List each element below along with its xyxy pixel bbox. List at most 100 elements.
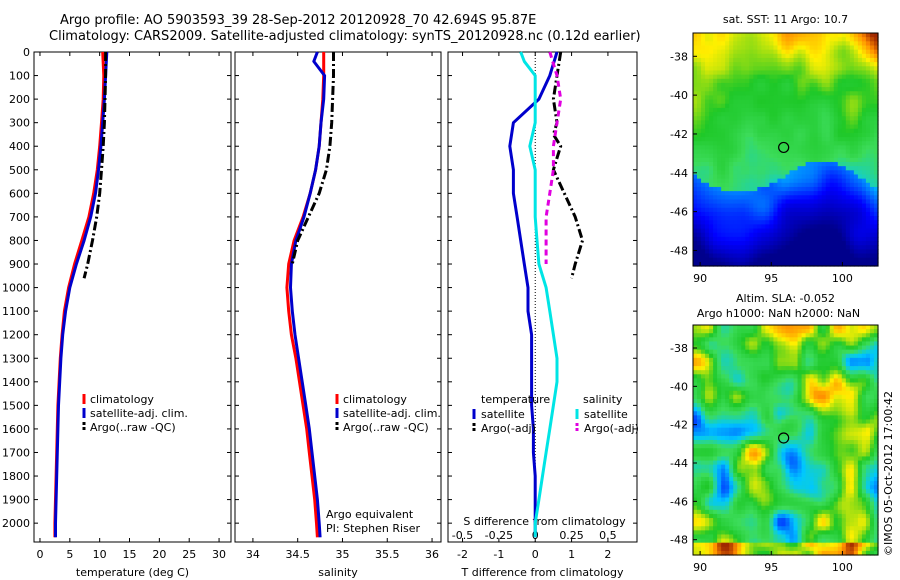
map-cell (841, 513, 847, 519)
map-cell (753, 253, 758, 259)
map-cell (825, 501, 831, 507)
map-cell (853, 87, 859, 92)
map-cell (801, 132, 807, 138)
map-cell (725, 161, 730, 167)
map-cell (713, 124, 718, 130)
map-cell (697, 232, 702, 238)
map-cell (805, 228, 811, 234)
map-cell (841, 526, 847, 531)
map-cell (717, 78, 722, 84)
map-cell (817, 489, 823, 494)
map-cell (733, 232, 738, 238)
map-cell (801, 78, 807, 84)
map-cell (729, 489, 734, 494)
map-cell (785, 505, 791, 511)
map-cell (817, 349, 823, 355)
map-cell (821, 374, 827, 379)
map-cell (837, 386, 843, 392)
map-cell (793, 353, 799, 359)
map-cell (809, 485, 815, 490)
map-cell (765, 427, 771, 433)
map-cell (861, 220, 867, 225)
map-cell (761, 501, 766, 507)
map-cell (821, 161, 827, 167)
map-cell (837, 211, 843, 217)
x-tick-label: -1 (493, 548, 504, 561)
map-cell (729, 137, 734, 142)
map-cell (729, 78, 734, 84)
map-cell (837, 232, 843, 238)
map-cell (785, 62, 791, 67)
map-cell (725, 157, 730, 163)
map-cell (765, 107, 771, 113)
map-cell (741, 95, 746, 101)
map-cell (845, 345, 851, 351)
map-cell (797, 203, 803, 209)
map-cell (773, 349, 779, 355)
map-cell (737, 103, 742, 109)
map-cell (761, 546, 766, 552)
map-cell (729, 476, 734, 482)
map-cell (749, 82, 754, 88)
map-cell (781, 78, 787, 84)
map-cell (801, 411, 807, 416)
map-cell (821, 489, 827, 494)
map-cell (761, 249, 766, 255)
map-cell (745, 476, 750, 482)
map-cell (853, 236, 859, 242)
map-cell (717, 390, 722, 396)
map-cell (745, 530, 750, 536)
map-cell (733, 182, 738, 188)
map-cell (841, 538, 847, 544)
map-cell (697, 361, 702, 367)
map-cell (733, 91, 738, 97)
map-cell (733, 489, 738, 494)
map-cell (817, 407, 823, 412)
map-cell (749, 398, 754, 404)
map-cell (717, 345, 722, 351)
map-cell (753, 386, 758, 392)
map-cell (721, 236, 726, 242)
map-cell (793, 345, 799, 351)
map-cell (857, 195, 863, 201)
map-cell (721, 329, 726, 334)
map-cell (785, 448, 791, 453)
map-cell (837, 145, 843, 151)
map-cell (717, 489, 722, 494)
map-cell (817, 66, 823, 72)
map-cell (825, 236, 831, 242)
map-cell (769, 538, 775, 544)
map-cell (793, 116, 799, 121)
map-cell (713, 382, 718, 388)
map-cell (837, 333, 843, 338)
map-cell (697, 349, 702, 355)
map-cell (781, 390, 787, 396)
map-cell (785, 145, 791, 151)
map-cell (793, 509, 799, 515)
map-cell (733, 333, 738, 338)
map-cell (841, 241, 847, 246)
y-tick-label: 700 (9, 211, 30, 224)
map-cell (745, 468, 750, 474)
map-cell (769, 45, 775, 51)
map-cell (809, 431, 815, 437)
map-cell (753, 349, 758, 355)
map-cell (797, 249, 803, 255)
map-cell (841, 476, 847, 482)
map-cell (769, 232, 775, 238)
map-cell (797, 460, 803, 466)
map-cell (809, 456, 815, 462)
map-cell (869, 62, 875, 67)
map-cell (829, 374, 835, 379)
map-cell (873, 195, 879, 201)
map-cell (845, 82, 851, 88)
map-cell (721, 415, 726, 421)
map-cell (793, 448, 799, 453)
map-cell (753, 245, 758, 250)
map-cell (753, 132, 758, 138)
y-tick-label: 1400 (2, 376, 30, 389)
map-cell (753, 82, 758, 88)
map-cell (705, 224, 710, 230)
map-cell (837, 149, 843, 155)
map-cell (749, 220, 754, 225)
